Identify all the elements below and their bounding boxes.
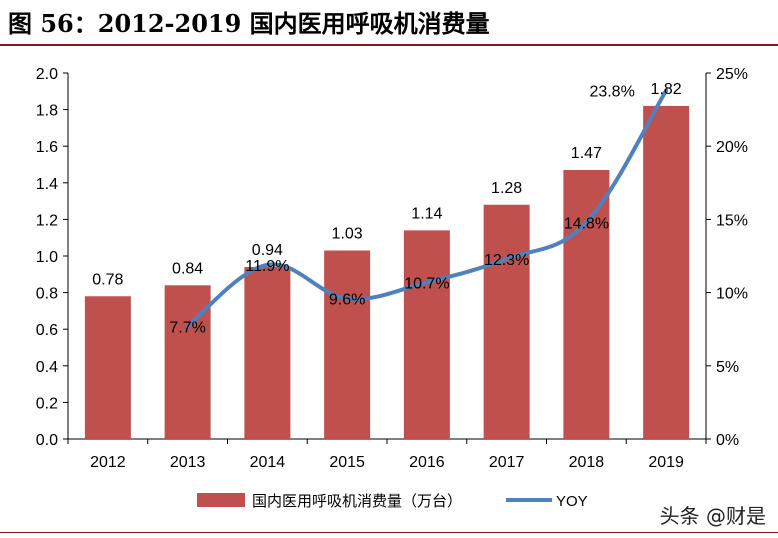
bar xyxy=(324,250,371,439)
bar-series xyxy=(84,105,690,440)
x-tick-label: 2019 xyxy=(648,454,684,471)
bar xyxy=(244,266,291,439)
chart-title: 图 56：2012-2019 国内医用呼吸机消费量 xyxy=(8,9,490,38)
watermark: 头条 @财是 xyxy=(659,504,766,528)
y-tick-label: 1.6 xyxy=(36,139,58,156)
y-tick-label: 1.2 xyxy=(36,212,58,229)
yoy-value-label: 11.9% xyxy=(245,258,289,275)
yoy-value-label: 14.8% xyxy=(564,215,609,232)
y2-tick-label: 5% xyxy=(716,359,739,376)
yoy-value-label: 9.6% xyxy=(329,291,365,308)
bar-value-label: 1.03 xyxy=(332,226,363,243)
bar xyxy=(483,204,530,439)
bar xyxy=(84,296,131,439)
y2-tick-label: 20% xyxy=(716,139,748,156)
legend: 国内医用呼吸机消费量（万台） YOY xyxy=(197,493,588,510)
x-tick-label: 2018 xyxy=(569,454,605,471)
bar-value-label: 0.78 xyxy=(92,271,123,288)
y-tick-label: 0.0 xyxy=(36,432,58,449)
y-tick-label: 2.0 xyxy=(36,66,58,83)
bar-value-label: 0.94 xyxy=(252,242,283,259)
legend-label-line: YOY xyxy=(556,493,588,510)
bar-value-label: 1.82 xyxy=(651,81,682,98)
x-tick-label: 2012 xyxy=(90,454,126,471)
bar xyxy=(643,105,690,439)
yoy-value-label: 12.3% xyxy=(484,252,529,269)
bar-value-label: 1.14 xyxy=(411,205,442,222)
bar-value-label: 0.84 xyxy=(172,260,203,277)
y-tick-label: 1.0 xyxy=(36,249,58,266)
y2-tick-label: 15% xyxy=(716,212,748,229)
yoy-value-label: 23.8% xyxy=(589,84,634,101)
x-tick-label: 2017 xyxy=(489,454,525,471)
y-tick-label: 0.6 xyxy=(36,322,58,339)
y2-tick-label: 25% xyxy=(716,66,748,83)
y2-tick-label: 10% xyxy=(716,286,748,303)
bar-value-label: 1.47 xyxy=(571,145,602,162)
data-labels: 0.78 0.84 0.94 1.03 1.14 1.28 1.47 1.82 7.7% 11.9… xyxy=(92,81,681,336)
yoy-line xyxy=(185,88,669,329)
yoy-line-series xyxy=(185,88,669,329)
y-tick-label: 0.4 xyxy=(36,359,58,376)
y-tick-label: 1.4 xyxy=(36,176,58,193)
y-tick-label: 0.2 xyxy=(36,395,58,412)
chart-axes: 0.0 0.2 0.4 0.6 0.8 1.0 1.2 1.4 1.6 1.8 2.0 0% 5% 10%… xyxy=(36,66,748,471)
legend-swatch-bar xyxy=(197,493,245,507)
y-tick-label: 1.8 xyxy=(36,103,58,120)
x-tick-label: 2013 xyxy=(170,454,206,471)
bar xyxy=(563,169,610,440)
y2-tick-label: 0% xyxy=(716,432,739,449)
x-tick-label: 2015 xyxy=(329,454,365,471)
bottom-divider xyxy=(0,532,778,533)
yoy-value-label: 7.7% xyxy=(169,319,205,336)
y-tick-label: 0.8 xyxy=(36,286,58,303)
x-tick-label: 2014 xyxy=(250,454,286,471)
x-tick-label: 2016 xyxy=(409,454,445,471)
legend-label-bar: 国内医用呼吸机消费量（万台） xyxy=(252,493,462,510)
bar-value-label: 1.28 xyxy=(491,180,522,197)
bar xyxy=(403,230,450,439)
yoy-value-label: 10.7% xyxy=(404,275,449,292)
title-divider xyxy=(0,44,778,46)
